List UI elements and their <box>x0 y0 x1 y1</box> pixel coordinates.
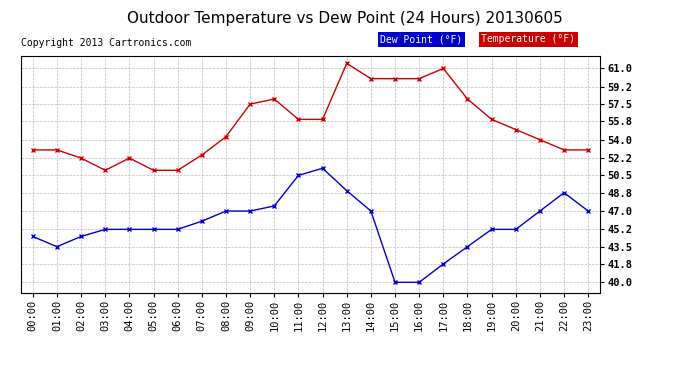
Text: Copyright 2013 Cartronics.com: Copyright 2013 Cartronics.com <box>21 38 191 48</box>
Text: Temperature (°F): Temperature (°F) <box>482 34 575 45</box>
Text: Outdoor Temperature vs Dew Point (24 Hours) 20130605: Outdoor Temperature vs Dew Point (24 Hou… <box>127 11 563 26</box>
Text: Dew Point (°F): Dew Point (°F) <box>380 34 462 45</box>
